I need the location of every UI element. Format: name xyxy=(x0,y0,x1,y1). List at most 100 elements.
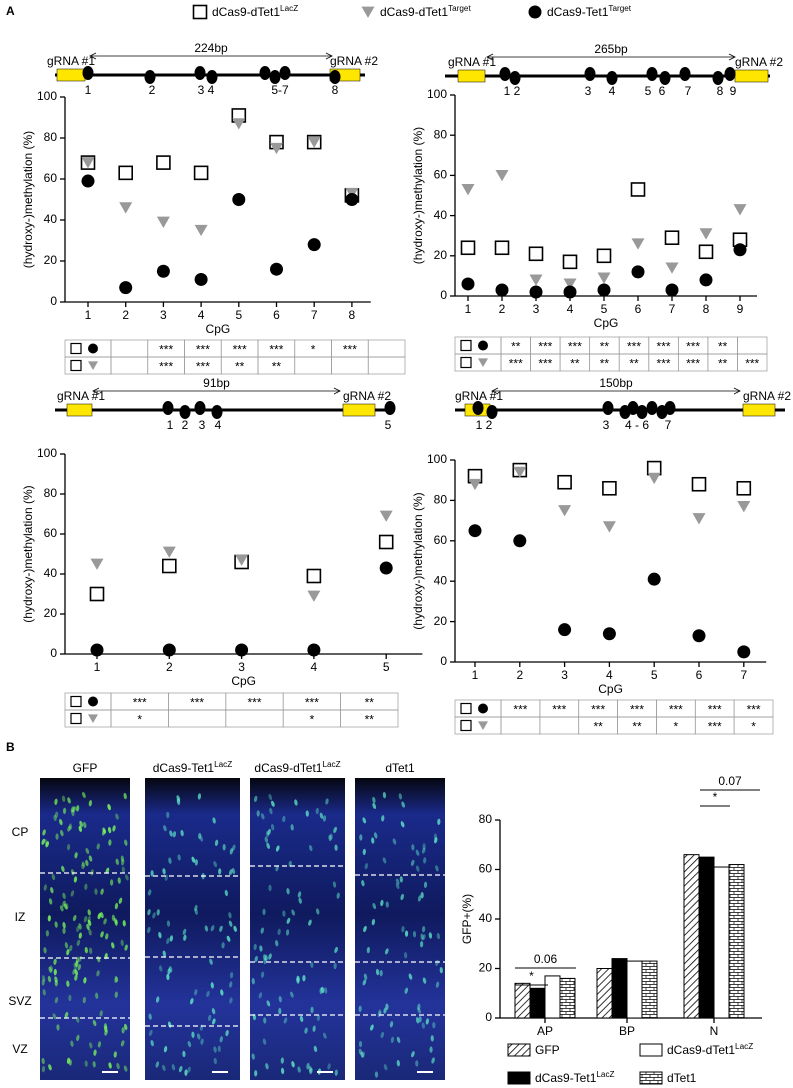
cell xyxy=(110,879,114,886)
y-tick-label: 60 xyxy=(434,533,448,547)
cell xyxy=(48,1064,52,1071)
y-tick-label: 60 xyxy=(44,171,58,185)
cell xyxy=(226,935,231,942)
cell xyxy=(87,909,91,916)
zone-label: IZ xyxy=(15,910,26,924)
marker-triangle xyxy=(88,714,98,724)
marker-circle xyxy=(461,277,475,291)
cell xyxy=(167,968,171,975)
cell xyxy=(362,979,367,986)
cell xyxy=(121,866,125,873)
cell xyxy=(299,1015,304,1023)
cell xyxy=(196,1033,201,1040)
x-tick-label: 8 xyxy=(703,302,710,316)
cell xyxy=(320,986,325,994)
marker-triangle xyxy=(478,721,488,731)
cell xyxy=(259,945,263,952)
marker-circle xyxy=(307,238,321,252)
cell xyxy=(435,981,440,988)
micrograph xyxy=(355,778,445,1080)
annotation: * xyxy=(529,969,534,983)
cell xyxy=(107,803,111,811)
cell xyxy=(123,1065,128,1072)
y-tick-label: 20 xyxy=(44,253,58,267)
cell xyxy=(377,1011,381,1018)
cell xyxy=(66,1057,71,1064)
cell xyxy=(229,971,234,979)
cpg-site xyxy=(646,401,658,415)
y-tick-label: 100 xyxy=(427,87,447,101)
cell xyxy=(150,1039,154,1047)
bar xyxy=(596,968,613,1019)
marker-circle xyxy=(307,643,321,657)
cell xyxy=(100,931,104,938)
annotation: 0.06 xyxy=(534,952,558,966)
cell xyxy=(278,996,282,1003)
marker-triangle xyxy=(194,224,208,237)
cell xyxy=(429,1046,433,1053)
x-tick-label: 4 xyxy=(311,660,318,674)
cell xyxy=(85,847,90,855)
table-icon xyxy=(460,339,472,352)
marker-square xyxy=(557,474,572,490)
bar xyxy=(559,977,576,1019)
cell xyxy=(298,897,302,904)
x-tick-label: 6 xyxy=(635,302,642,316)
marker-triangle xyxy=(468,478,482,491)
cell xyxy=(150,870,154,877)
cell xyxy=(381,815,385,822)
cell xyxy=(176,797,180,804)
cell xyxy=(334,946,338,954)
cell xyxy=(411,1051,415,1058)
cpg-site xyxy=(499,67,511,81)
cell xyxy=(78,932,82,939)
marker-triangle xyxy=(699,228,713,240)
zone-label: VZ xyxy=(12,1042,27,1056)
y-tick-label: 100 xyxy=(37,446,57,460)
cell xyxy=(214,839,219,847)
significance-label: *** xyxy=(686,357,700,371)
cell xyxy=(68,994,72,1002)
cell xyxy=(74,969,79,976)
cell xyxy=(297,1066,301,1073)
cell xyxy=(88,855,93,862)
y-tick-label: 40 xyxy=(434,208,448,222)
marker-triangle xyxy=(478,358,488,368)
cell xyxy=(371,837,375,844)
table-cell xyxy=(737,336,768,355)
marker-triangle xyxy=(232,118,246,130)
cell xyxy=(63,903,68,910)
cell xyxy=(382,791,387,799)
cell xyxy=(41,1057,45,1065)
cell xyxy=(73,962,78,969)
marker-circle xyxy=(597,283,611,297)
marker-circle xyxy=(528,5,542,19)
cell xyxy=(62,892,66,900)
cell xyxy=(92,1019,97,1027)
x-tick-label: 1 xyxy=(465,302,472,316)
cell xyxy=(308,1065,312,1073)
significance-label: *** xyxy=(538,357,552,371)
table-cell xyxy=(331,356,369,375)
panel-label: B xyxy=(6,740,15,754)
cell xyxy=(62,922,66,929)
cell xyxy=(41,1065,46,1073)
cell xyxy=(107,826,112,834)
cell xyxy=(422,934,426,941)
site-label: 4 - 6 xyxy=(625,418,649,432)
significance-label: * xyxy=(310,713,315,727)
marker-triangle xyxy=(235,554,249,566)
image-title-sup: LacZ xyxy=(322,760,340,769)
cell xyxy=(332,881,337,888)
table-icon xyxy=(70,712,82,725)
cell xyxy=(425,1018,430,1025)
x-tick-label: 6 xyxy=(273,308,280,322)
legend-label: dTet1 xyxy=(667,1071,697,1085)
table-cell xyxy=(168,709,227,728)
image-title-main: dTet1 xyxy=(385,761,415,775)
cell xyxy=(122,920,126,927)
significance-label: ** xyxy=(718,357,728,371)
cell xyxy=(162,950,166,957)
cell xyxy=(155,1061,160,1068)
annotation: 0.07 xyxy=(718,774,742,788)
